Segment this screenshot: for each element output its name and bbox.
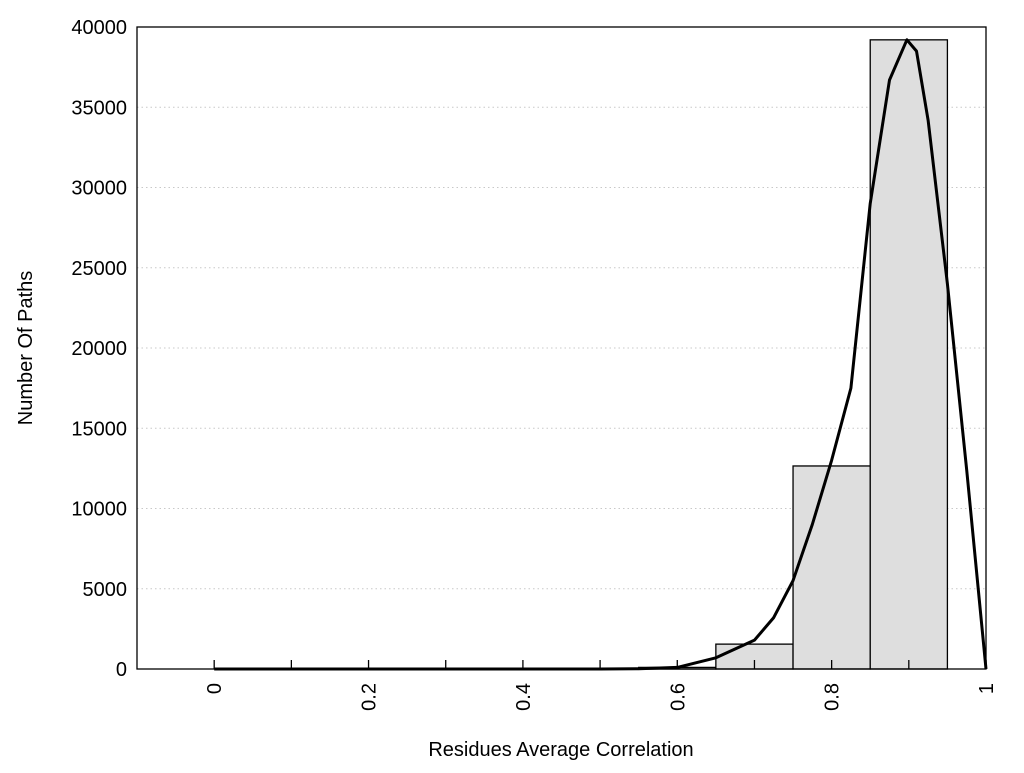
x-tick-label: 0.8 bbox=[822, 683, 844, 711]
x-tick-label: 0.2 bbox=[359, 683, 381, 711]
histogram-bar bbox=[792, 465, 871, 670]
y-tick-label: 0 bbox=[116, 659, 127, 681]
axis-ticks: 0 5000 10000 15000 20000 25000 30000 35000 40000… bbox=[71, 17, 998, 711]
x-tick-label: 0.4 bbox=[513, 683, 535, 711]
bars bbox=[638, 39, 949, 670]
y-tick-label: 40000 bbox=[71, 17, 127, 39]
plot-frame bbox=[136, 26, 987, 670]
y-tick-label: 20000 bbox=[71, 338, 127, 360]
x-axis-label: Residues Average Correlation bbox=[428, 739, 693, 761]
x-tick-label: 1 bbox=[976, 683, 998, 694]
x-tick-label: 0.6 bbox=[667, 683, 689, 711]
x-tick-label: 0 bbox=[204, 683, 226, 694]
y-axis-label: Number Of Paths bbox=[15, 271, 37, 426]
y-tick-label: 25000 bbox=[71, 258, 127, 280]
y-tick-label: 15000 bbox=[71, 418, 127, 440]
histogram-bar bbox=[869, 39, 949, 670]
y-tick-label: 10000 bbox=[71, 499, 127, 521]
y-tick-label: 30000 bbox=[71, 178, 127, 200]
y-tick-label: 5000 bbox=[83, 579, 128, 601]
y-tick-label: 35000 bbox=[71, 97, 127, 119]
